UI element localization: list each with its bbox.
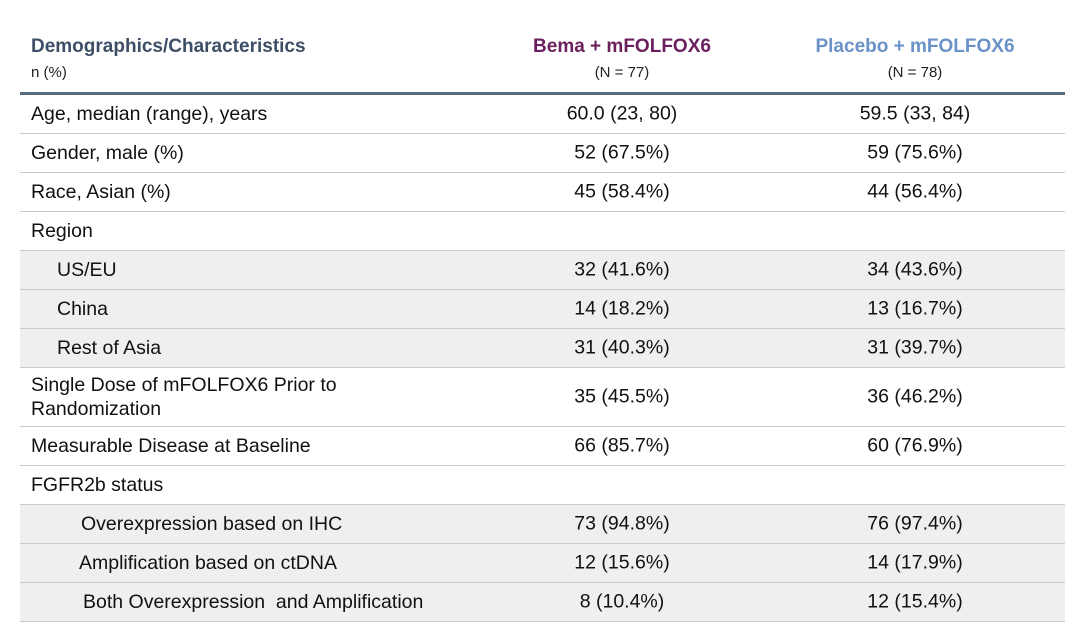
table-row-us-eu: US/EU 32 (41.6%) 34 (43.6%): [20, 251, 1065, 290]
row-label: Gender, male (%): [31, 142, 184, 164]
column-header-placebo-n: (N = 78): [887, 64, 943, 81]
placebo-value: 12 (15.4%): [867, 590, 963, 613]
bema-value: 60.0 (23, 80): [566, 102, 678, 125]
header-subtitle: n (%): [31, 64, 67, 81]
table-row-age: Age, median (range), years 60.0 (23, 80)…: [20, 95, 1065, 134]
table-header: Demographics/Characteristics n (%) Bema …: [20, 30, 1065, 95]
row-label: US/EU: [57, 259, 117, 281]
column-header-placebo: Placebo + mFOLFOX6 (N = 78): [795, 36, 1035, 81]
column-header-bema: Bema + mFOLFOX6 (N = 77): [502, 36, 742, 81]
row-label: China: [57, 298, 108, 320]
column-header-bema-name: Bema + mFOLFOX6: [533, 36, 711, 57]
table-row-single-dose: Single Dose of mFOLFOX6 Prior to Randomi…: [20, 368, 1065, 427]
row-label: Region: [31, 220, 93, 242]
row-label: Age, median (range), years: [31, 103, 268, 125]
placebo-value: 34 (43.6%): [867, 258, 963, 281]
placebo-value: 36 (46.2%): [867, 385, 963, 408]
placebo-value: 60 (76.9%): [867, 434, 963, 457]
table-row-gender: Gender, male (%) 52 (67.5%) 59 (75.6%): [20, 134, 1065, 173]
bema-value: 73 (94.8%): [574, 512, 670, 535]
row-label-line-2: Randomization: [31, 398, 162, 420]
bema-value: 12 (15.6%): [574, 551, 670, 574]
placebo-value: 31 (39.7%): [867, 336, 963, 359]
row-label: Race, Asian (%): [31, 181, 171, 203]
row-label: Rest of Asia: [57, 337, 162, 359]
placebo-value: 76 (97.4%): [867, 512, 963, 535]
row-label: Amplification based on ctDNA: [79, 552, 337, 574]
table-row-rest-of-asia: Rest of Asia 31 (40.3%) 31 (39.7%): [20, 329, 1065, 368]
placebo-value: 13 (16.7%): [867, 297, 963, 320]
row-label: Both Overexpression and Amplification: [83, 591, 424, 613]
table-row-measurable-disease: Measurable Disease at Baseline 66 (85.7%…: [20, 427, 1065, 466]
column-header-bema-n: (N = 77): [594, 64, 650, 81]
placebo-value: 59.5 (33, 84): [859, 102, 971, 125]
table-row-amplification: Amplification based on ctDNA 12 (15.6%) …: [20, 544, 1065, 583]
row-label-line-1: Single Dose of mFOLFOX6 Prior to: [31, 374, 337, 396]
table-row-both: Both Overexpression and Amplification 8 …: [20, 583, 1065, 622]
bema-value: 66 (85.7%): [574, 434, 670, 457]
placebo-value: 59 (75.6%): [867, 141, 963, 164]
placebo-value: 14 (17.9%): [867, 551, 963, 574]
demographics-table: Demographics/Characteristics n (%) Bema …: [20, 30, 1065, 622]
table-row-race: Race, Asian (%) 45 (58.4%) 44 (56.4%): [20, 173, 1065, 212]
table-row-region: Region: [20, 212, 1065, 251]
row-label: Overexpression based on IHC: [81, 513, 343, 535]
bema-value: 8 (10.4%): [579, 590, 665, 613]
placebo-value: 44 (56.4%): [867, 180, 963, 203]
bema-value: 52 (67.5%): [574, 141, 670, 164]
row-label: Measurable Disease at Baseline: [31, 435, 311, 457]
bema-value: 32 (41.6%): [574, 258, 670, 281]
bema-value: 35 (45.5%): [574, 385, 670, 408]
bema-value: 31 (40.3%): [574, 336, 670, 359]
table-row-overexpression: Overexpression based on IHC 73 (94.8%) 7…: [20, 505, 1065, 544]
bema-value: 45 (58.4%): [574, 180, 670, 203]
row-label: FGFR2b status: [31, 474, 164, 496]
bema-value: 14 (18.2%): [574, 297, 670, 320]
header-title: Demographics/Characteristics: [31, 36, 306, 57]
column-header-placebo-name: Placebo + mFOLFOX6: [815, 36, 1015, 57]
table-row-china: China 14 (18.2%) 13 (16.7%): [20, 290, 1065, 329]
table-row-fgfr2b-status: FGFR2b status: [20, 466, 1065, 505]
row-label: Single Dose of mFOLFOX6 Prior to Randomi…: [31, 373, 451, 421]
